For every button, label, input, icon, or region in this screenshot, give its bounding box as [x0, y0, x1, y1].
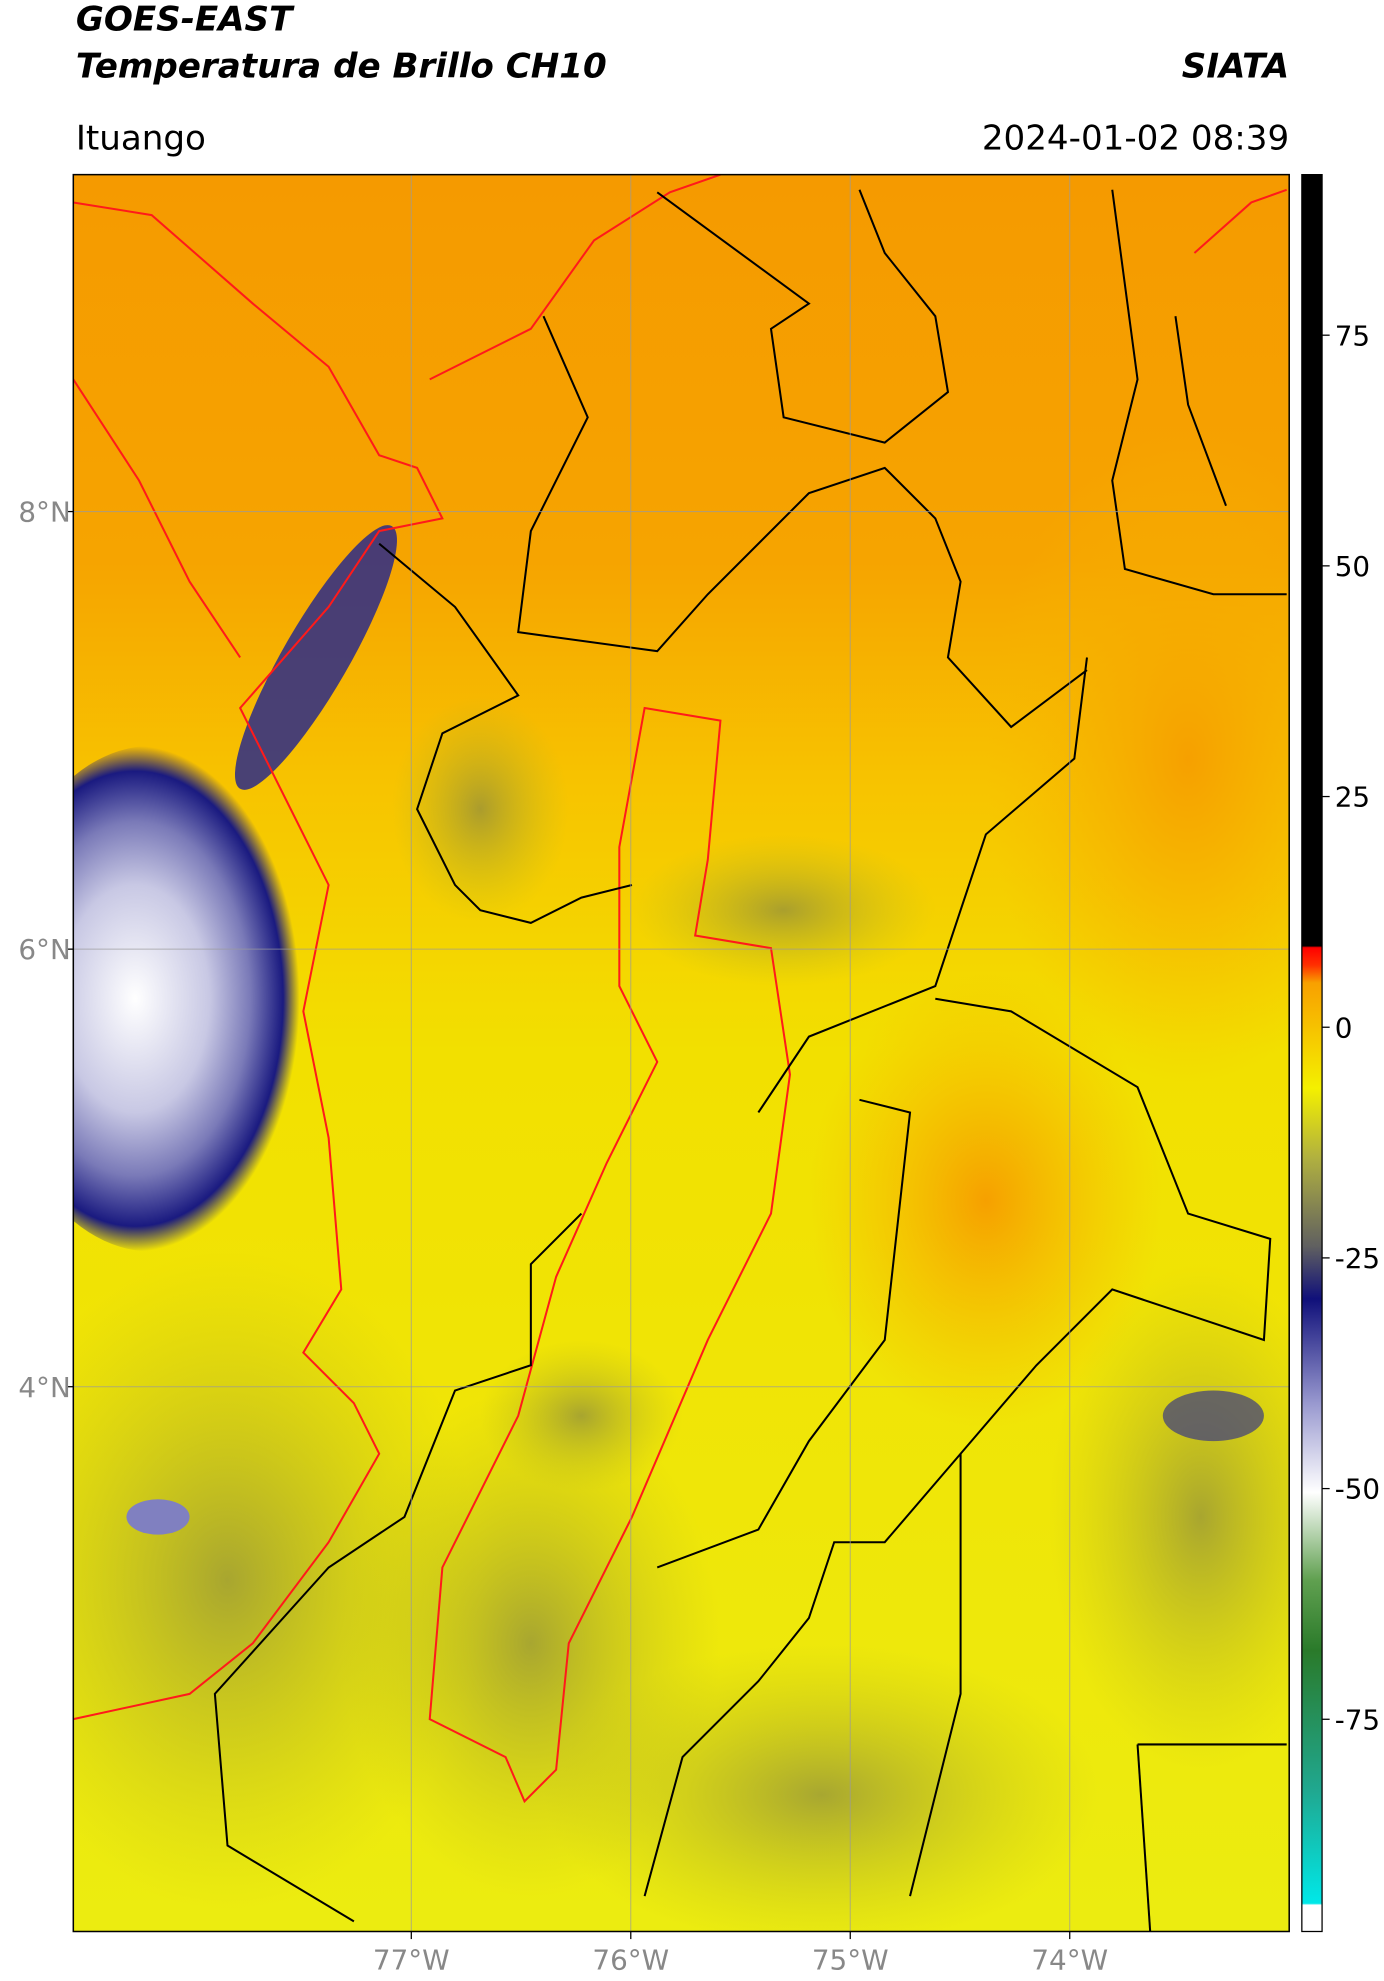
map-frame — [72, 173, 1290, 1933]
lon-tick-label: 76°W — [592, 1943, 669, 1976]
lon-tick-label: 75°W — [812, 1943, 889, 1976]
colorbar-tick-label: 50 — [1335, 550, 1370, 583]
colorbar — [1301, 174, 1323, 1933]
map-image — [73, 174, 1290, 1932]
product-title: Temperatura de Brillo CH10 — [76, 46, 607, 86]
colorbar-tick-label: 75 — [1335, 319, 1370, 352]
lon-tick-label: 77°W — [373, 1943, 450, 1976]
datetime: 2024-01-02 08:39 — [982, 118, 1289, 158]
colorbar-tick-label: -25 — [1335, 1242, 1380, 1275]
colorbar-tick-label: -50 — [1335, 1473, 1380, 1506]
colorbar-tick-label: -75 — [1335, 1703, 1380, 1736]
lon-tick-label: 74°W — [1031, 1943, 1108, 1976]
colorbar-tick-label: 25 — [1335, 781, 1370, 814]
lat-tick-label: 8°N — [18, 496, 70, 529]
lat-tick-label: 4°N — [18, 1371, 70, 1404]
brand: SIATA — [1182, 46, 1289, 86]
region: Ituango — [76, 118, 206, 158]
colorbar-tick-label: 0 — [1335, 1011, 1353, 1044]
lat-tick-label: 6°N — [18, 933, 70, 966]
satellite-title: GOES-EAST — [76, 0, 295, 40]
